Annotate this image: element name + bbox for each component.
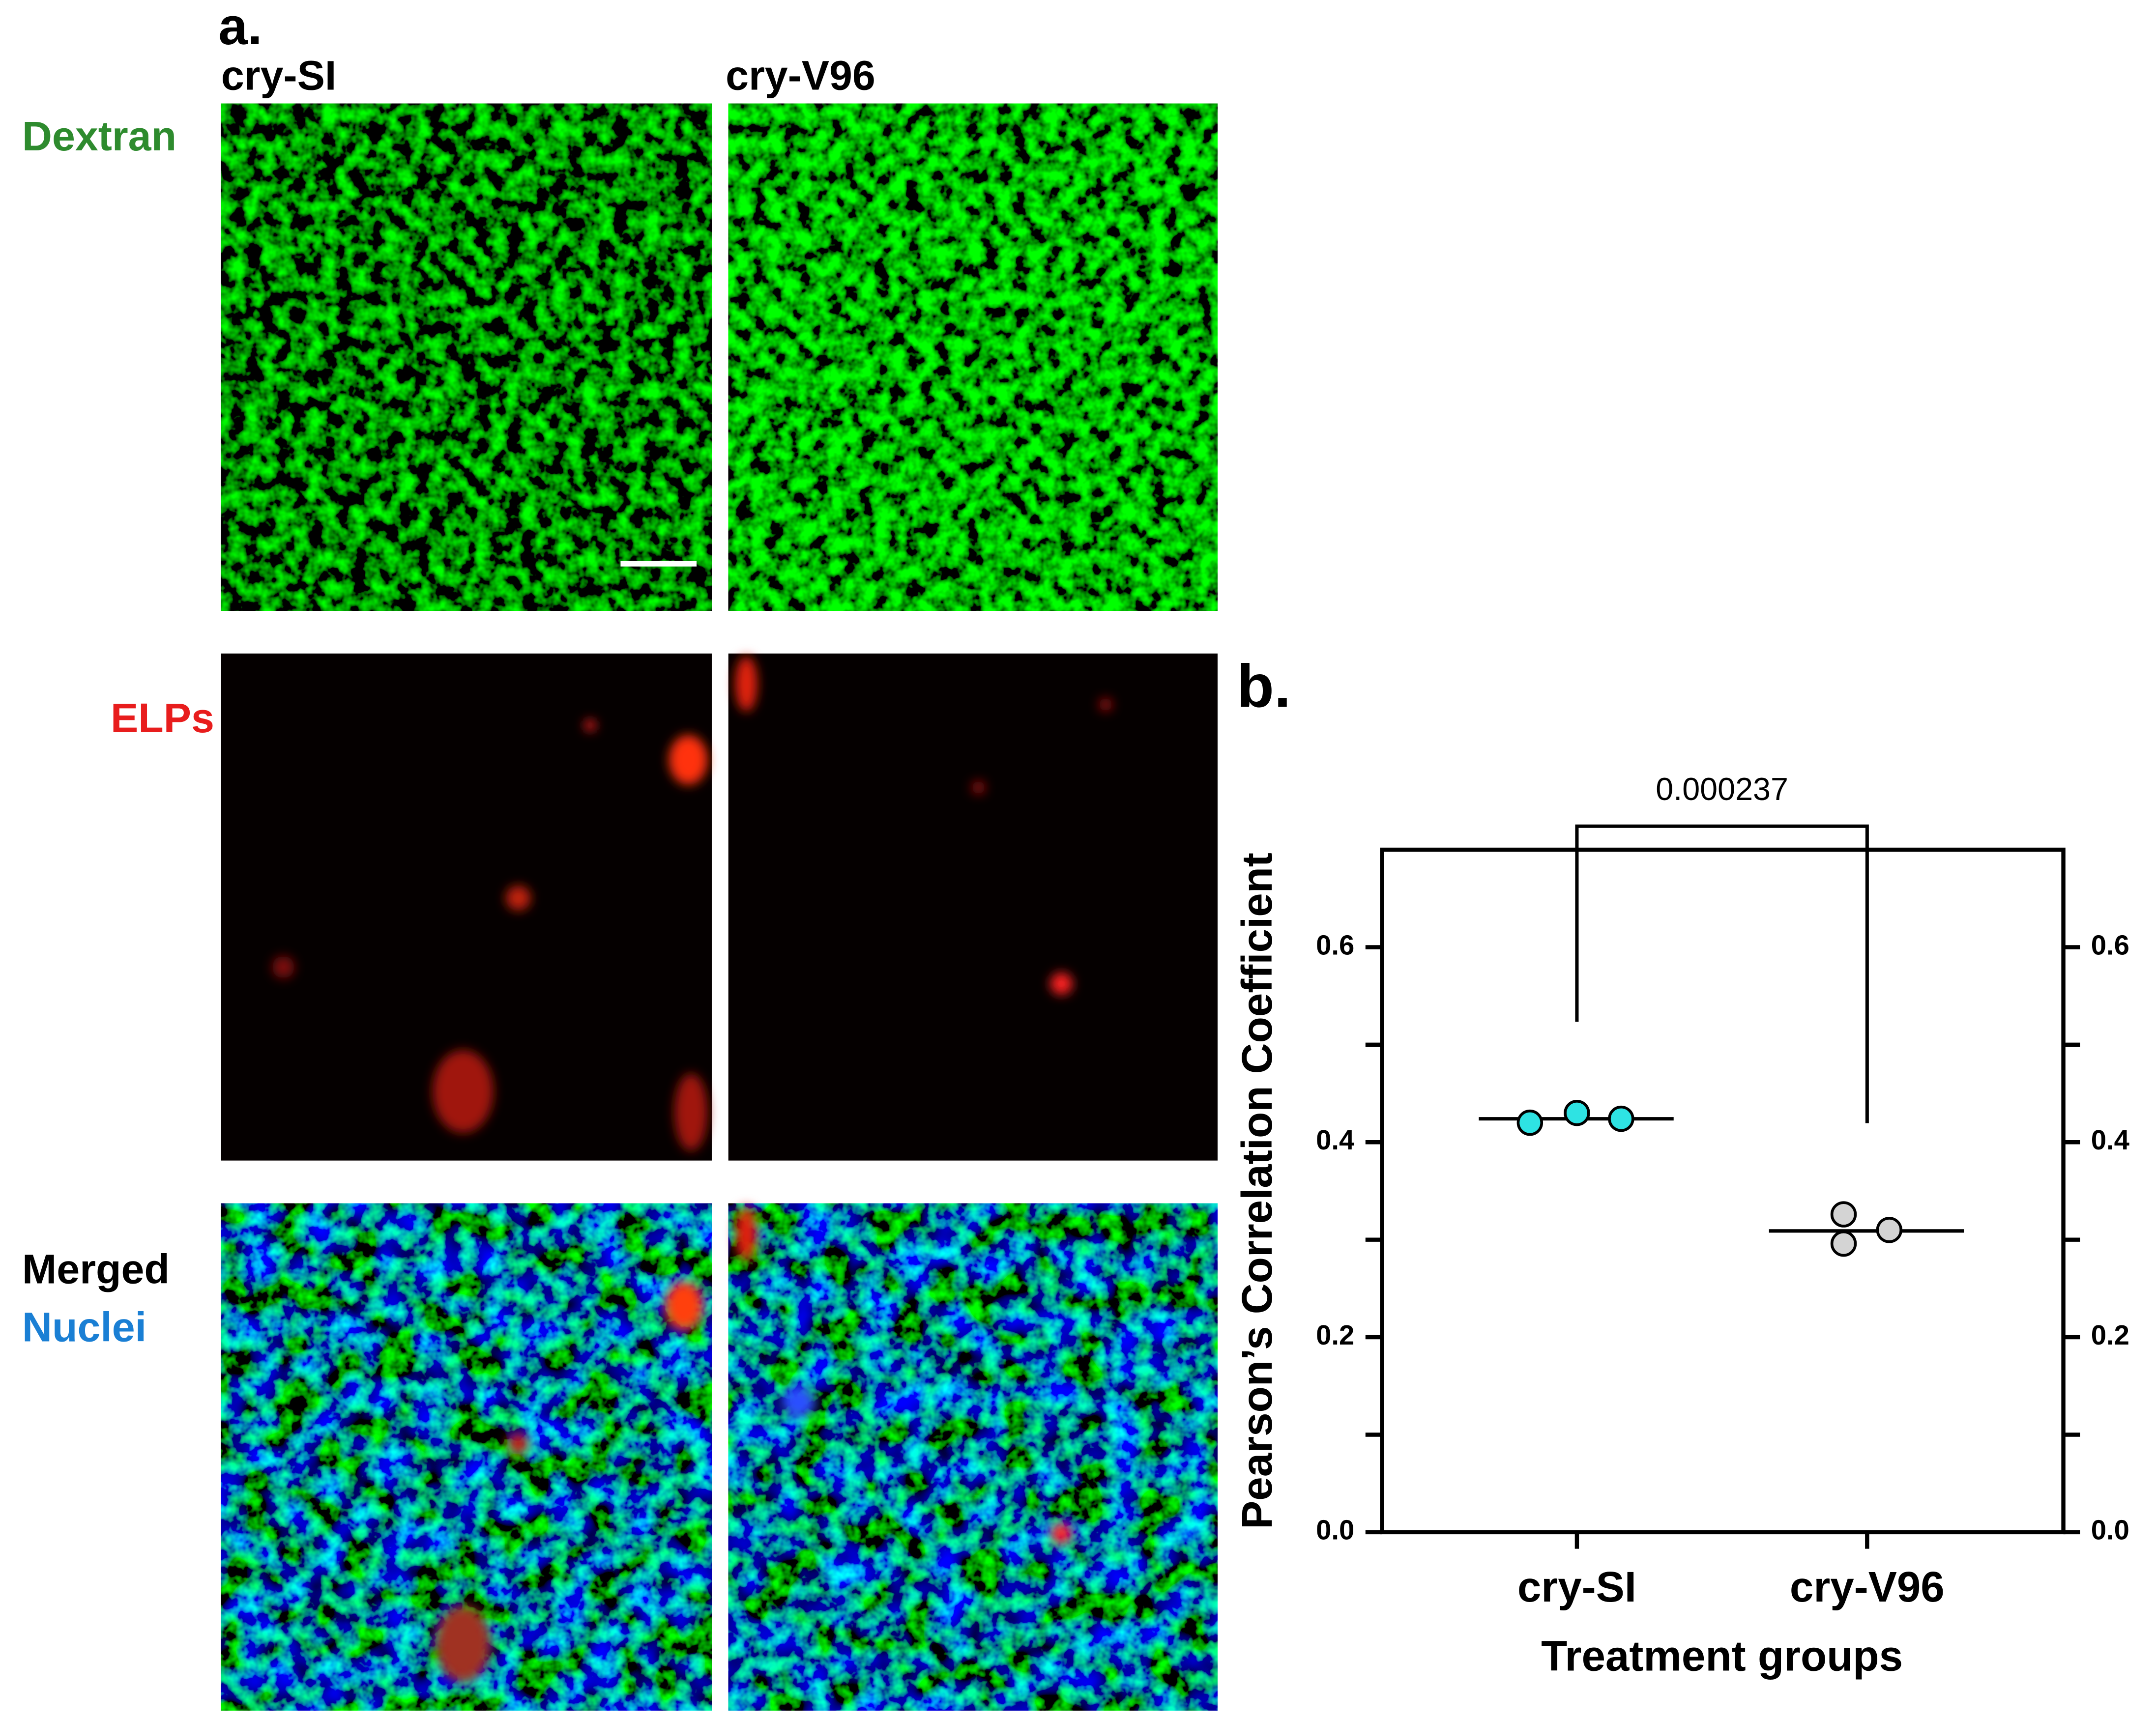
panel-label: a. xyxy=(218,0,262,56)
x-tick-label: cry-SI xyxy=(1517,1563,1636,1611)
x-tick-label: cry-V96 xyxy=(1790,1563,1945,1611)
row-label: Nuclei xyxy=(22,1304,146,1350)
micrograph-bg xyxy=(728,1203,1218,1711)
row-label: Merged xyxy=(22,1246,170,1292)
signal xyxy=(735,656,1113,995)
y-tick-label: 0.4 xyxy=(1316,1124,1354,1155)
data-point xyxy=(1830,1230,1857,1257)
data-point xyxy=(1830,1201,1857,1228)
y2-tick-label: 0.6 xyxy=(2091,929,2129,960)
data-point xyxy=(1608,1105,1634,1132)
y2-tick-label: 0.2 xyxy=(2091,1319,2129,1350)
column-label: cry-SI xyxy=(221,53,336,99)
y2-tick-label: 0.0 xyxy=(2091,1515,2129,1546)
x-axis-label: Treatment groups xyxy=(1541,1633,1903,1680)
y-axis-label: Pearson’s Correlation Coefficient xyxy=(1233,853,1281,1529)
plot-frame xyxy=(1380,847,2066,1535)
micrograph xyxy=(221,653,712,1161)
significance-label: 0.000237 xyxy=(1656,771,1788,807)
data-point xyxy=(1564,1100,1590,1126)
chart-b: b. 0.0 0.2 0.4 0.6 0.0 0.2 0.4 0.6 Pearson’s Corr… xyxy=(1233,652,2129,1680)
signal xyxy=(435,1281,704,1683)
y2-tick-label: 0.4 xyxy=(2091,1124,2129,1155)
micrograph xyxy=(221,103,712,611)
signal xyxy=(272,719,708,1151)
y-tick-label: 0.2 xyxy=(1316,1319,1354,1350)
micrograph xyxy=(221,1203,712,1711)
column-label: cry-V96 xyxy=(726,53,875,99)
micrograph xyxy=(728,653,1218,1161)
micrograph xyxy=(728,103,1218,611)
y-tick-label: 0.0 xyxy=(1316,1515,1354,1546)
y-tick-label: 0.6 xyxy=(1316,929,1354,960)
significance-bracket xyxy=(1575,824,1869,1123)
signal xyxy=(735,1206,1073,1545)
micrograph xyxy=(728,1203,1218,1711)
data-point xyxy=(1876,1217,1903,1243)
micrograph-bg xyxy=(728,653,1218,1161)
data-point xyxy=(1516,1109,1544,1136)
panel-label: b. xyxy=(1237,652,1291,720)
row-label: Dextran xyxy=(22,113,176,159)
row-label: ELPs xyxy=(111,695,214,741)
